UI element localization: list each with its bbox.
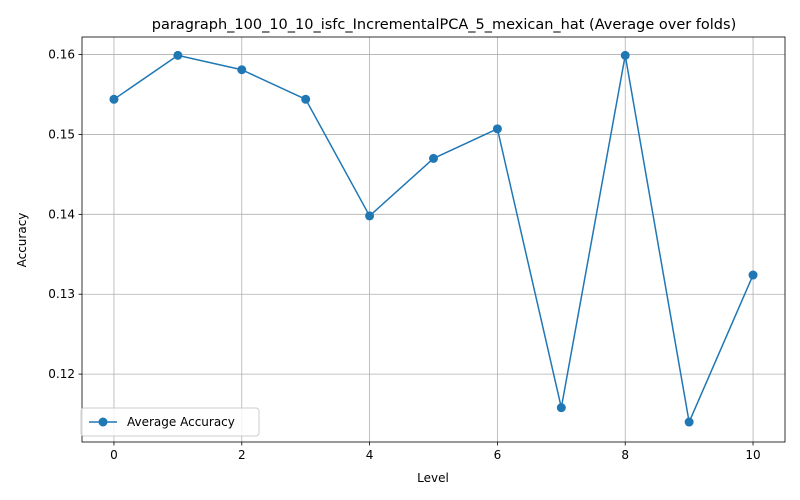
data-point [365, 211, 375, 221]
data-point [556, 403, 566, 413]
x-axis-label: Level [417, 471, 449, 485]
x-tick-label: 4 [366, 448, 374, 462]
chart-title: paragraph_100_10_10_isfc_IncrementalPCA_… [152, 17, 736, 33]
data-point [684, 417, 694, 427]
plot-frame [81, 36, 786, 443]
legend-marker-swatch [98, 417, 108, 427]
data-point [620, 50, 630, 60]
data-point [237, 65, 247, 75]
x-tick-label: 10 [745, 448, 760, 462]
data-point [173, 50, 183, 60]
grid [82, 37, 785, 442]
x-axis: 0 2 4 6 8 10 [110, 442, 761, 462]
y-axis: 0.12 0.13 0.14 0.15 0.16 [48, 48, 82, 381]
legend: Average Accuracy [80, 407, 260, 437]
y-tick-label: 0.14 [48, 207, 75, 221]
legend-entry-label: Average Accuracy [127, 415, 235, 429]
data-point [748, 270, 758, 280]
y-tick-label: 0.16 [48, 48, 75, 62]
data-point [109, 94, 119, 104]
series-layer [109, 50, 758, 427]
data-point [492, 124, 502, 134]
x-tick-label: 6 [494, 448, 502, 462]
legend-box [80, 407, 260, 437]
y-tick-label: 0.13 [48, 287, 75, 301]
data-point [429, 153, 438, 163]
y-tick-label: 0.12 [48, 367, 75, 381]
x-tick-label: 2 [238, 448, 246, 462]
y-tick-label: 0.15 [48, 127, 75, 141]
x-tick-label: 8 [621, 448, 629, 462]
y-axis-label: Accuracy [15, 213, 29, 268]
x-tick-label: 0 [110, 448, 118, 462]
series-line [113, 54, 754, 423]
data-point [301, 94, 311, 104]
